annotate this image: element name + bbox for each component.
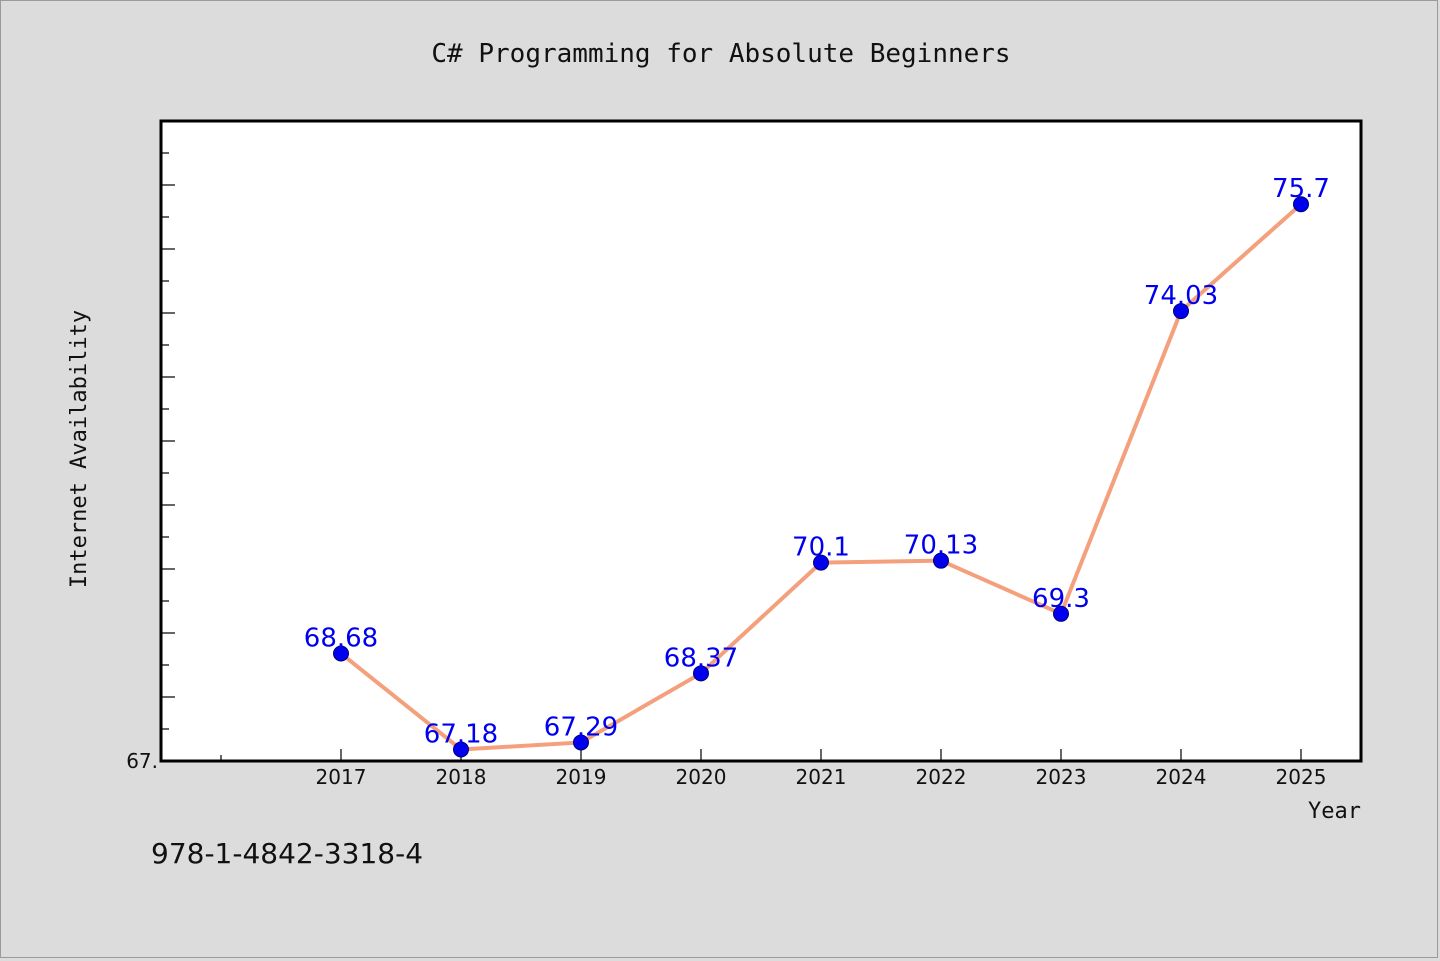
data-point [333, 645, 349, 662]
data-point [693, 665, 709, 682]
y-axis-label: Internet Availability [67, 310, 92, 588]
data-label: 68.68 [304, 623, 378, 653]
x-axis-ticks: 2017 2018 2019 2020 2021 2022 2023 2024 2025 [220, 749, 1327, 789]
data-point [933, 552, 949, 569]
x-tick-label: 2018 [436, 765, 487, 789]
data-label: 67.29 [544, 712, 618, 742]
x-axis-label: Year [1308, 799, 1361, 824]
data-label: 74.03 [1144, 281, 1218, 311]
plot-area [159, 119, 1363, 763]
data-point [1293, 196, 1309, 213]
x-tick-label: 2019 [556, 765, 607, 789]
series-layer: 68.68 67.18 67.29 68.37 70.1 70.13 69.3 74.03 75… [304, 174, 1330, 758]
y-axis-ticks [161, 120, 175, 730]
x-tick-label: 2025 [1276, 765, 1327, 789]
data-label: 68.37 [664, 643, 738, 673]
x-tick-label: 2017 [316, 765, 367, 789]
x-tick-label: 2020 [676, 765, 727, 789]
x-tick-label: 2024 [1156, 765, 1207, 789]
data-point [813, 554, 829, 571]
chart-title: C# Programming for Absolute Beginners [431, 39, 1010, 69]
x-tick-label: 2022 [916, 765, 967, 789]
x-tick-label: 2023 [1036, 765, 1087, 789]
data-label: 70.13 [904, 531, 978, 561]
isbn-text: 978-1-4842-3318-4 [151, 837, 423, 870]
y-tick-label: 67. [126, 749, 158, 773]
data-point [1173, 303, 1189, 320]
data-label: 75.7 [1272, 174, 1330, 204]
data-label: 67.18 [424, 719, 498, 749]
data-label: 70.1 [792, 533, 850, 563]
data-point [573, 734, 589, 751]
data-label: 69.3 [1032, 584, 1090, 614]
data-point [1053, 605, 1069, 622]
x-tick-label: 2021 [796, 765, 847, 789]
data-point [453, 741, 469, 758]
